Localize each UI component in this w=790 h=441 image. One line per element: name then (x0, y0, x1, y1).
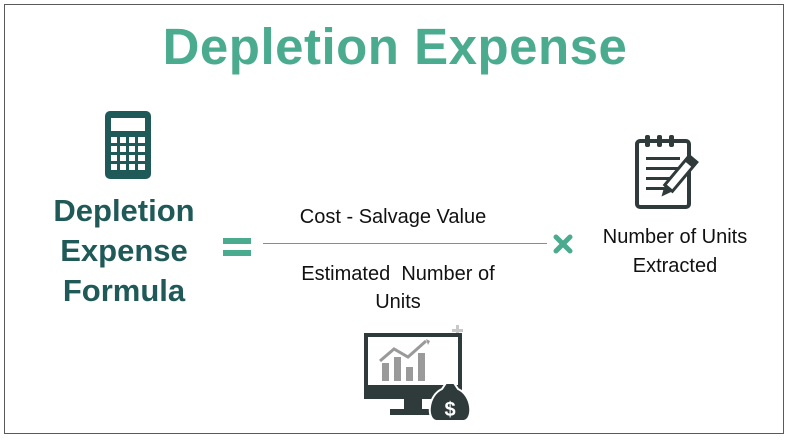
notepad-pencil-icon (635, 135, 699, 209)
page-title: Depletion Expense (162, 18, 628, 75)
diagram-frame: Depletion Expense Depletion Expense Form… (4, 4, 784, 434)
formula-label-line3: Formula (62, 273, 186, 308)
multiply-icon (553, 234, 573, 254)
multiplier-line1: Number of Units (602, 226, 748, 248)
equals-icon (223, 238, 251, 256)
multiplier-text: Number of Units Extracted (575, 223, 775, 281)
monitor-chart-money-icon: $ (364, 325, 472, 422)
denominator-line2: Units (375, 291, 421, 313)
formula-label: Depletion Expense Formula (33, 191, 215, 311)
calculator-icon (105, 111, 151, 179)
formula-label-line1: Depletion (53, 193, 195, 228)
denominator-line1: Estimated Number of (301, 263, 495, 285)
multiplier-line2: Extracted (632, 255, 718, 277)
formula-label-line2: Expense (60, 233, 188, 268)
fraction-numerator: Cost - Salvage Value (299, 206, 487, 228)
svg-text:$: $ (444, 399, 455, 421)
fraction-denominator: Estimated Number of Units (267, 260, 529, 316)
fraction-line (263, 243, 547, 244)
